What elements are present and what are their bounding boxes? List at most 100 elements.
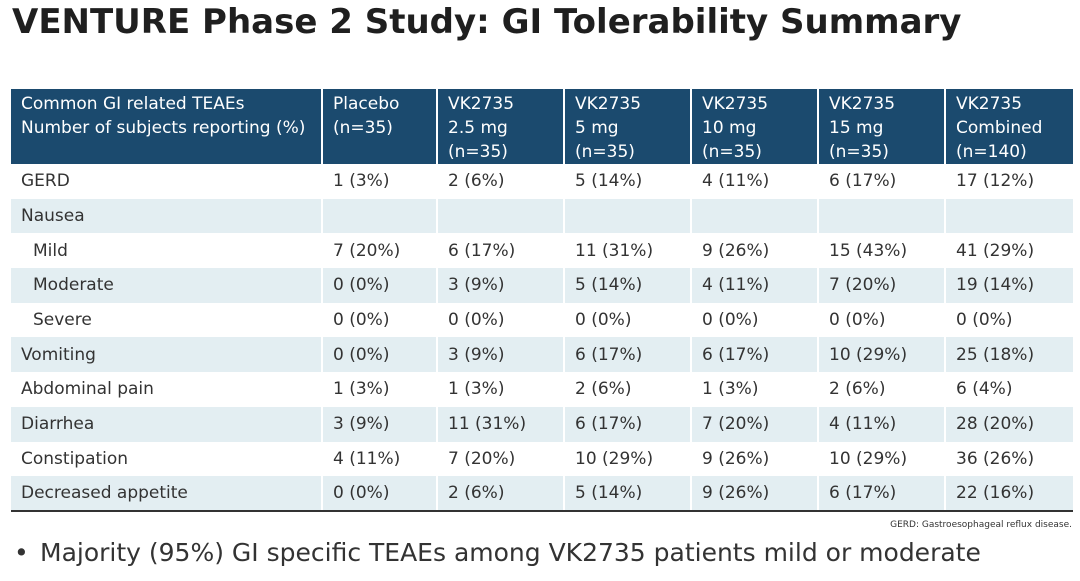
table-cell: 0 (0%) [322, 268, 438, 303]
table-cell: 41 (29%) [956, 240, 1035, 261]
table-cell: 5 (14%) [564, 164, 692, 199]
table-row: Diarrhea 3 (9%) 11 (31%) 6 (17%) 7 (20%) 4 (1… [11, 406, 1073, 442]
table-row: Abdominal pain 1 (3%) 1 (3%) 2 (6%) 1 (3%) 2 … [11, 372, 1073, 407]
header-line: (n=35) [333, 118, 393, 138]
header-line: Number of subjects reporting (%) [21, 118, 306, 138]
header-line: (n=35) [702, 142, 762, 162]
header-line: (n=35) [829, 142, 889, 162]
bullet-text: Majority (95%) GI specific TEAEs among V… [40, 538, 981, 567]
footnote: GERD: Gastroesophageal reflux disease. [890, 520, 1072, 530]
table-cell: 3 (9%) [322, 406, 438, 442]
table-cell: 28 (20%) [945, 406, 1073, 442]
table-cell [945, 198, 1073, 234]
row-label: Diarrhea [11, 406, 323, 442]
row-label: GERD [11, 164, 323, 199]
table-cell: 3 (9%) [437, 337, 565, 373]
row-label: Constipation [11, 441, 323, 477]
header-line: (n=140) [956, 142, 1027, 162]
row-label: Severe [11, 302, 323, 338]
table-cell: 22 (16%) [945, 476, 1073, 512]
table-row: Constipation 4 (11%) 7 (20%) 10 (29%) 9 (26%… [11, 441, 1073, 477]
table-row: Vomiting 0 (0%) 3 (9%) 6 (17%) 6 (17%) 10 (29… [11, 337, 1073, 373]
gi-teae-table: Common GI related TEAEs Number of subjec… [11, 89, 1073, 512]
table-cell: 2 (6%) [437, 164, 565, 199]
table-cell: 6 (17%) [818, 164, 946, 199]
table-cell: 0 (0%) [437, 302, 565, 338]
table-cell: 7 (20%) [818, 268, 946, 303]
table-cell [818, 198, 946, 234]
table-cell: 7 (20%) [691, 406, 819, 442]
table-cell: 5 (14%) [564, 268, 692, 303]
table-cell: 0 (0%) [322, 476, 438, 512]
header-line: VK2735 [702, 94, 769, 114]
table-cell: 15 (43%) [818, 233, 946, 269]
table-cell: 1 (3%) [322, 372, 438, 407]
header-line: VK2735 [956, 94, 1023, 114]
header-line: 2.5 mg [448, 118, 508, 138]
table-cell: 10 (29%) [564, 441, 692, 477]
header-line: (n=35) [448, 142, 508, 162]
header-line: (n=35) [575, 142, 635, 162]
table-cell: 1 (3%) [437, 372, 565, 407]
page-title: VENTURE Phase 2 Study: GI Tolerability S… [12, 2, 962, 42]
table-cell: 2 (6%) [818, 372, 946, 407]
header-line: Common GI related TEAEs [21, 94, 245, 114]
table-row: Moderate 0 (0%) 3 (9%) 5 (14%) 4 (11%) 7 (20%… [11, 268, 1073, 303]
header-cell-teae: Common GI related TEAEs Number of subjec… [11, 89, 323, 164]
table-cell: 9 (26%) [691, 441, 819, 477]
row-label: Vomiting [11, 337, 323, 373]
table-cell: 6 (17%) [818, 476, 946, 512]
table-cell: 10 (29%) [818, 441, 946, 477]
table-cell: 0 (0%) [564, 302, 692, 338]
table-cell [322, 198, 438, 234]
table-cell: 2 (6%) [564, 372, 692, 407]
table-cell: 4 (11%) [818, 406, 946, 442]
row-label: Moderate [11, 268, 323, 303]
table-cell: 9 (26%) [691, 233, 819, 269]
table-cell: 3 (9%) [437, 268, 565, 303]
header-cell-placebo: Placebo (n=35) [322, 89, 438, 164]
table-cell: 4 (11%) [322, 441, 438, 477]
row-label: Abdominal pain [11, 372, 323, 407]
bullet-marker: • [14, 538, 29, 567]
header-cell-combined: VK2735 Combined (n=140) [945, 89, 1073, 164]
table-cell: 0 (0%) [691, 302, 819, 338]
table-cell: 0 (0%) [818, 302, 946, 338]
table-cell: 4 (11%) [691, 268, 819, 303]
table-cell: 6 (17%) [437, 233, 565, 269]
header-cell-2-5mg: VK2735 2.5 mg (n=35) [437, 89, 565, 164]
table-cell: 9 (26%) [691, 476, 819, 512]
header-line: 10 mg [702, 118, 757, 138]
table-cell: 11 (31%) [437, 406, 565, 442]
header-line: Combined [956, 118, 1043, 138]
table-cell: 6 (17%) [564, 406, 692, 442]
table-cell: 6 (17%) [564, 337, 692, 373]
table-cell: 2 (6%) [437, 476, 565, 512]
bullet-point: • Majority (95%) GI specific TEAEs among … [14, 538, 981, 567]
table-cell: 19 (14%) [945, 268, 1073, 303]
table-cell: 25 (18%) [945, 337, 1073, 373]
table-cell: 36 (26%) [956, 448, 1035, 469]
header-cell-15mg: VK2735 15 mg (n=35) [818, 89, 946, 164]
table-cell: 6 (4%) [956, 379, 1013, 400]
header-cell-10mg: VK2735 10 mg (n=35) [691, 89, 819, 164]
table-row: Severe 0 (0%) 0 (0%) 0 (0%) 0 (0%) 0 (0%) 0 (0… [11, 302, 1073, 338]
table-cell: 7 (20%) [322, 233, 438, 269]
table-cell: 0 (0%) [322, 302, 438, 338]
table-cell: 6 (17%) [691, 337, 819, 373]
table-row: Decreased appetite 0 (0%) 2 (6%) 5 (14%) 9 (… [11, 476, 1073, 512]
table-row: Nausea [11, 198, 1073, 234]
table-row: Mild 7 (20%) 6 (17%) 11 (31%) 9 (26%) 15 (43%… [11, 233, 1073, 269]
row-label: Mild [11, 233, 323, 269]
table-cell: 1 (3%) [691, 372, 819, 407]
table-cell: 0 (0%) [956, 310, 1013, 331]
table-cell: 4 (11%) [691, 164, 819, 199]
table-cell [564, 198, 692, 234]
table-cell: 1 (3%) [322, 164, 438, 199]
table-cell [691, 198, 819, 234]
header-line: 5 mg [575, 118, 619, 138]
table-cell: 0 (0%) [322, 337, 438, 373]
table-cell [437, 198, 565, 234]
header-line: VK2735 [829, 94, 896, 114]
header-line: VK2735 [575, 94, 642, 114]
